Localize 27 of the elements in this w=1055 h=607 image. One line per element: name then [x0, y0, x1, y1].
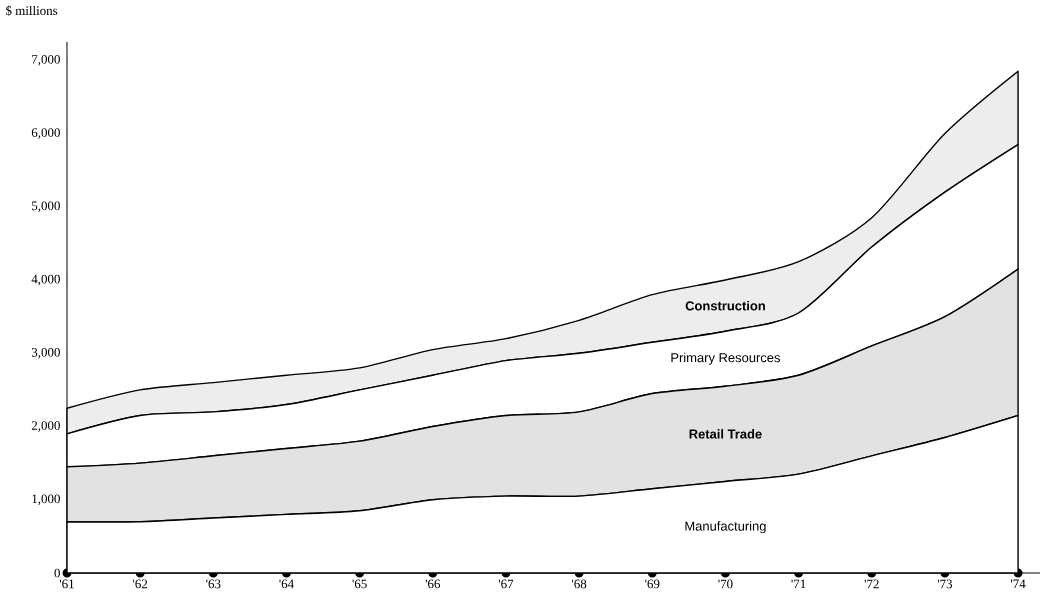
x-tick-label: '63 [206, 579, 221, 589]
series-label: Retail Trade [689, 429, 762, 439]
y-axis-title: $ millions [6, 5, 58, 16]
x-tick-label: '72 [864, 579, 879, 589]
y-tick-label: 6,000 [31, 128, 60, 139]
x-tick-label: '68 [572, 579, 587, 589]
x-tick-label: '66 [425, 579, 441, 589]
y-tick-label: 7,000 [32, 55, 60, 66]
y-tick-label: 4,000 [31, 274, 60, 286]
x-tick-label: '70 [718, 579, 733, 589]
x-tick-label: '64 [279, 579, 294, 589]
x-tick-label: '69 [645, 579, 660, 589]
y-tick-label: 3,000 [31, 347, 60, 359]
y-tick-label: 1,000 [32, 494, 60, 506]
y-tick-label: 5,000 [32, 201, 60, 213]
series-label: Construction [685, 300, 765, 311]
x-tick-label: '74 [1010, 579, 1026, 589]
x-tick-label: '67 [498, 579, 514, 589]
x-tick-label: '65 [352, 579, 367, 589]
series-label: Manufacturing [685, 521, 766, 534]
x-tick-label: '71 [791, 579, 806, 589]
x-tick-label: '73 [937, 579, 953, 589]
y-tick-label: 0 [54, 568, 60, 578]
series-label: Primary Resources [671, 352, 780, 365]
x-tick-label: '62 [133, 579, 148, 589]
y-tick-label: 2,000 [31, 421, 60, 432]
x-tick-label: '61 [59, 579, 74, 589]
